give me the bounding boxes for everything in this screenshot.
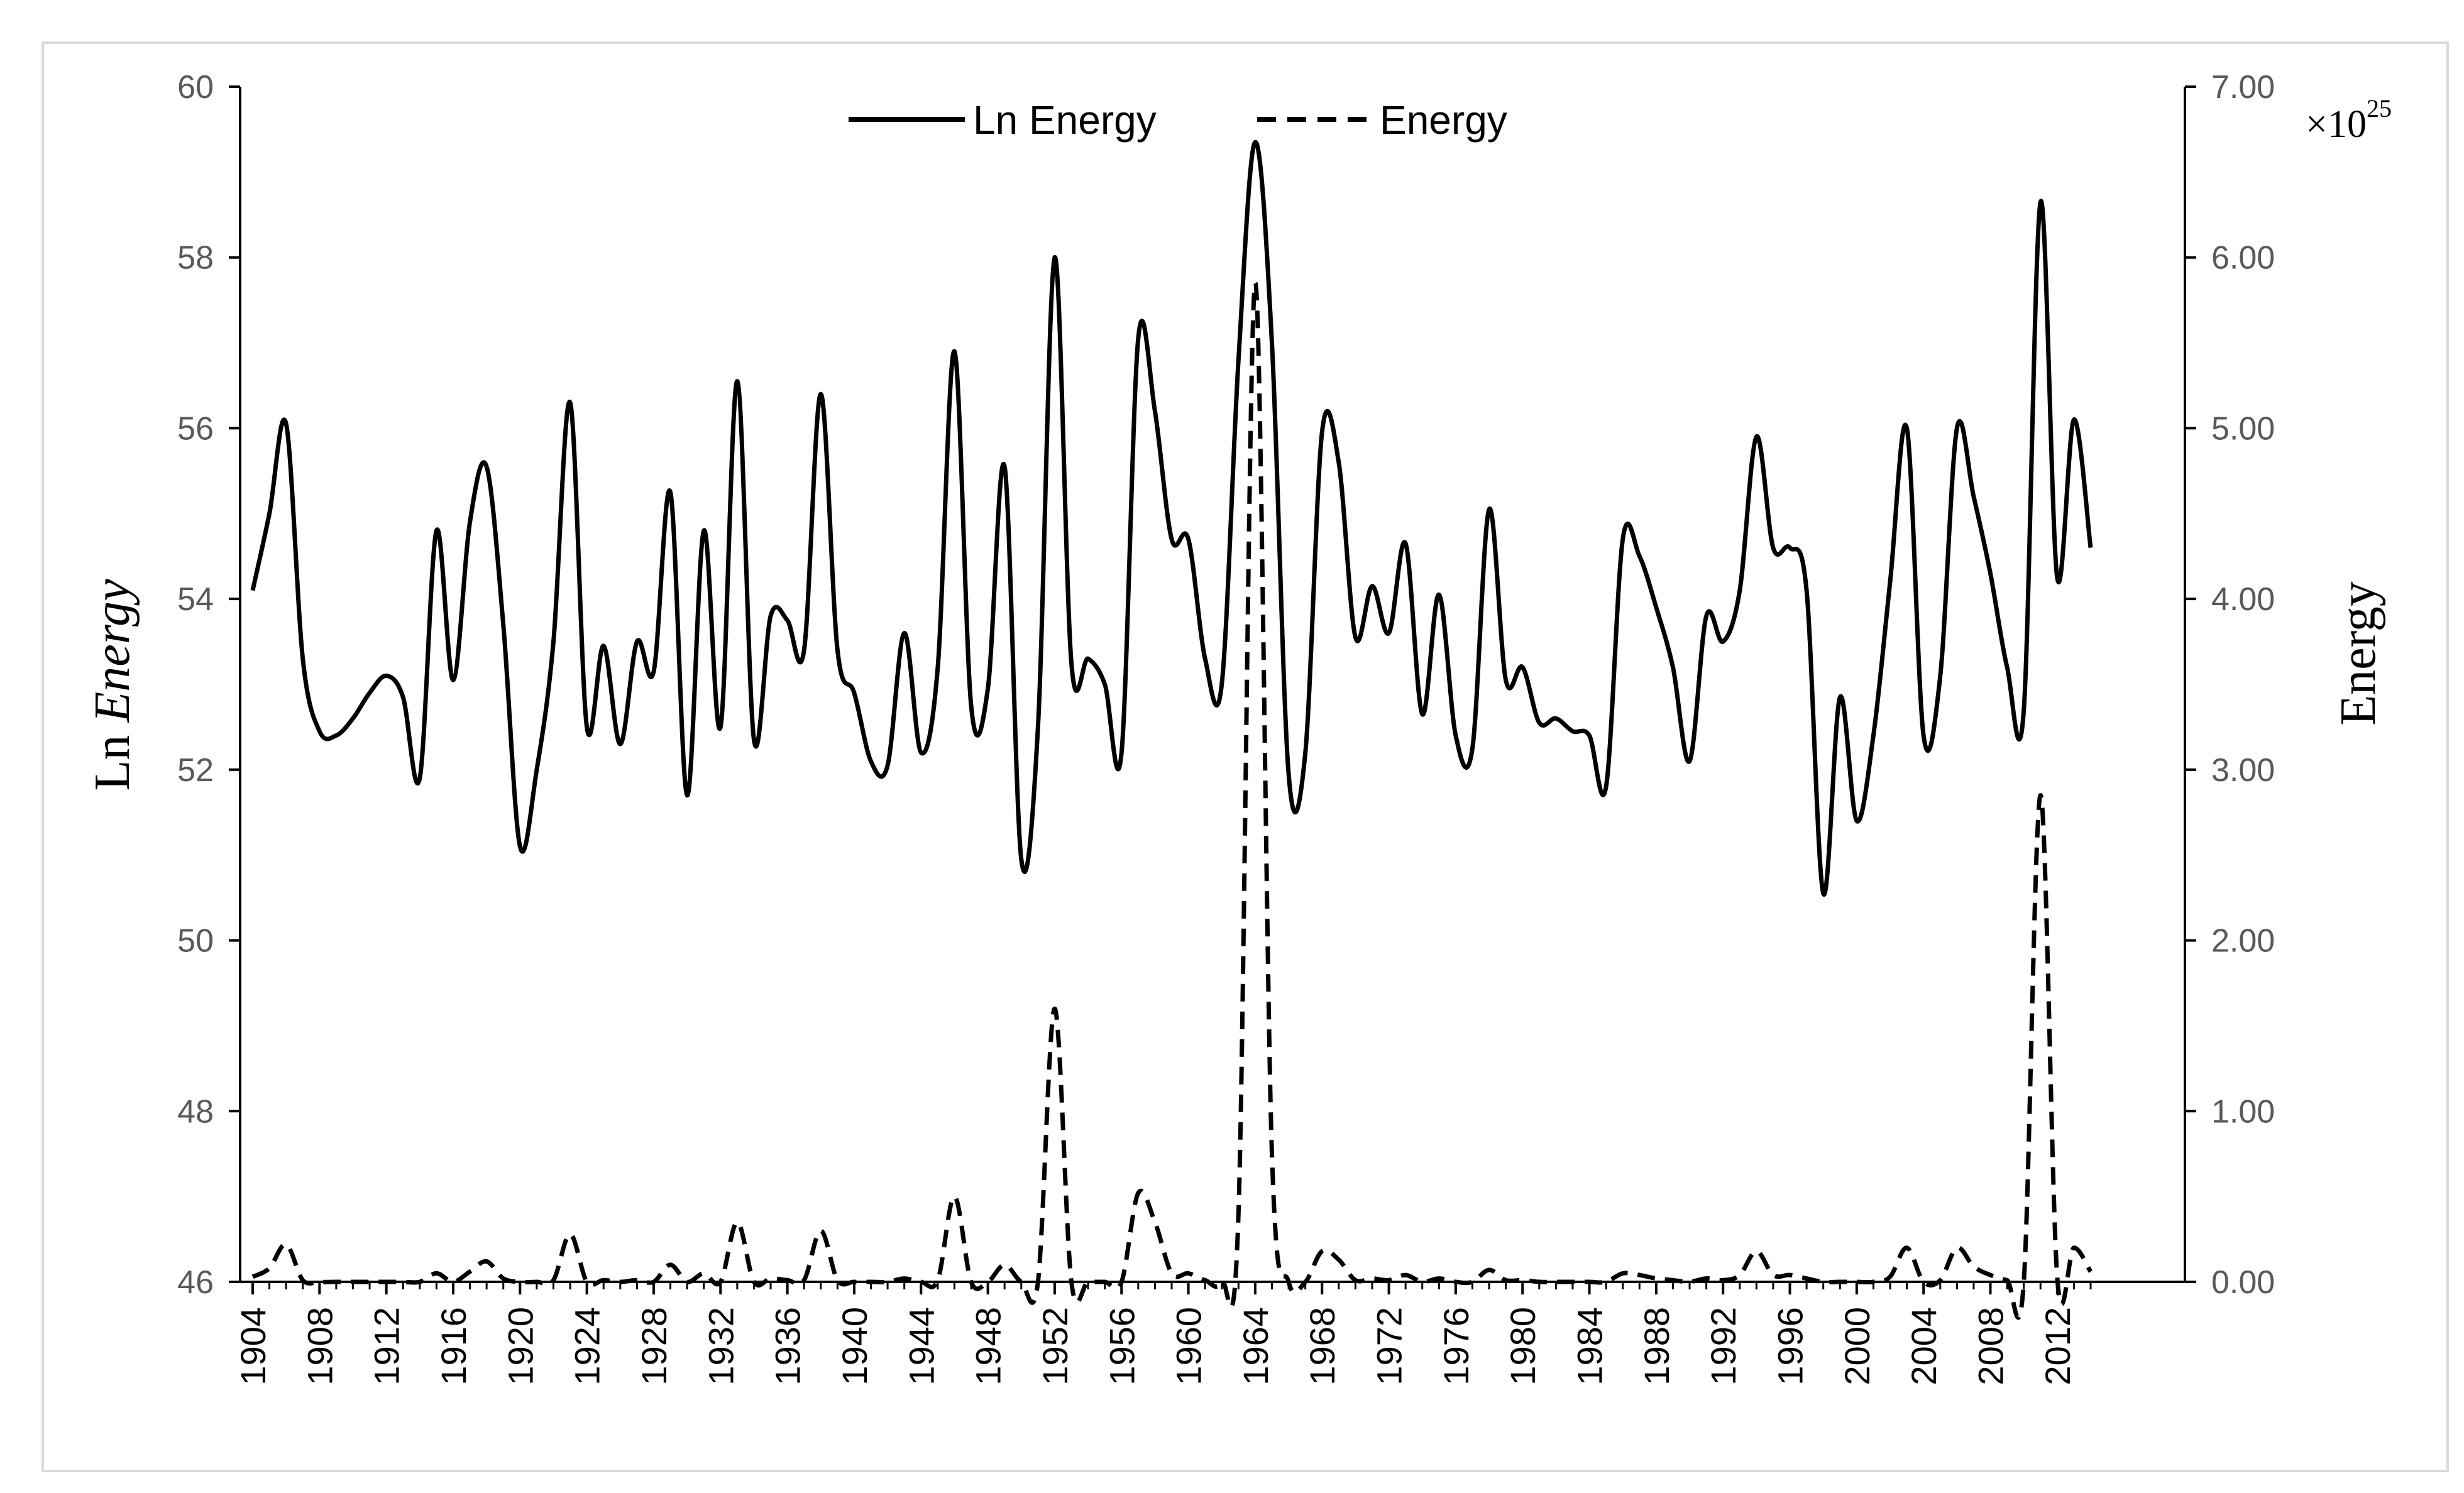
legend-label-energy: Energy: [1380, 97, 1507, 143]
axis-titles: Ln Energy Energy ×1025: [85, 94, 2392, 790]
right-tick-label-5: 5.00: [2211, 410, 2275, 447]
x-tick-label-2000: 2000: [1837, 1307, 1877, 1386]
left-tick-label-52: 52: [177, 752, 214, 789]
x-ticks-layer: 1904 1908 1912 1916 1920 1924 1928 1932 1936 1940…: [233, 1282, 2092, 1386]
x-tick-label-1904: 1904: [233, 1307, 273, 1386]
left-tick-label-58: 58: [177, 240, 214, 276]
x-tick-label-1920: 1920: [500, 1307, 540, 1386]
right-tick-label-2: 2.00: [2211, 923, 2275, 960]
x-tick-label-1960: 1960: [1169, 1307, 1209, 1386]
legend-entry-ln-energy: Ln Energy: [849, 97, 1157, 143]
left-axis-title-italic: Energy: [85, 579, 140, 723]
x-tick-label-1996: 1996: [1771, 1307, 1810, 1386]
x-tick-label-1968: 1968: [1302, 1307, 1342, 1386]
x-tick-label-1932: 1932: [701, 1307, 740, 1386]
x-tick-label-1980: 1980: [1503, 1307, 1543, 1386]
left-ticks-layer: 46 48 50 52 54 56 58 60: [177, 69, 240, 1301]
x-tick-label-1992: 1992: [1703, 1307, 1743, 1386]
right-tick-label-6: 6.00: [2211, 240, 2275, 276]
x-tick-label-1976: 1976: [1436, 1307, 1476, 1386]
x-tick-label-1964: 1964: [1236, 1307, 1275, 1386]
legend-label-ln-energy: Ln Energy: [973, 97, 1157, 143]
x-tick-label-1952: 1952: [1035, 1307, 1075, 1386]
multiplier-exponent: 25: [2367, 94, 2392, 123]
left-tick-label-46: 46: [177, 1264, 214, 1301]
x-tick-label-1984: 1984: [1570, 1307, 1610, 1386]
x-tick-label-1944: 1944: [901, 1307, 941, 1386]
legend-entry-energy: Energy: [1257, 97, 1507, 143]
right-axis-title: Energy: [2331, 581, 2386, 726]
right-tick-label-4: 4.00: [2211, 581, 2275, 618]
x-tick-label-1936: 1936: [768, 1307, 808, 1386]
x-tick-label-1916: 1916: [434, 1307, 473, 1386]
x-tick-label-1908: 1908: [300, 1307, 339, 1386]
series-line-energy: [251, 280, 2093, 1320]
right-ticks-layer: 0.00 1.00 2.00 3.00 4.00 5.00 6.00 7.00: [2185, 69, 2275, 1301]
x-tick-label-1972: 1972: [1370, 1307, 1409, 1386]
right-tick-label-7: 7.00: [2211, 69, 2275, 106]
x-tick-label-2004: 2004: [1904, 1307, 1944, 1386]
x-tick-label-1912: 1912: [367, 1307, 407, 1386]
x-tick-label-1924: 1924: [568, 1307, 607, 1386]
x-tick-label-1948: 1948: [969, 1307, 1008, 1386]
x-tick-label-1988: 1988: [1637, 1307, 1676, 1386]
x-tick-label-1928: 1928: [634, 1307, 674, 1386]
left-tick-label-56: 56: [177, 410, 214, 447]
x-tick-label-1940: 1940: [835, 1307, 874, 1386]
right-axis-multiplier: ×1025: [2306, 94, 2392, 146]
left-tick-label-48: 48: [177, 1093, 214, 1130]
x-tick-label-2012: 2012: [2038, 1307, 2077, 1386]
left-axis-title: Ln Energy: [85, 579, 140, 790]
legend: Ln Energy Energy: [849, 97, 1507, 143]
right-tick-label-1: 1.00: [2211, 1093, 2275, 1130]
left-tick-label-54: 54: [177, 581, 214, 618]
x-tick-label-1956: 1956: [1102, 1307, 1141, 1386]
x-tick-label-2008: 2008: [1971, 1307, 2011, 1386]
series-line-ln-energy: [250, 139, 2093, 897]
left-tick-label-60: 60: [177, 69, 214, 106]
left-tick-label-50: 50: [177, 923, 214, 960]
left-axis-title-prefix: Ln: [85, 723, 140, 791]
right-tick-label-3: 3.00: [2211, 752, 2275, 789]
right-tick-label-0: 0.00: [2211, 1264, 2275, 1301]
multiplier-base: ×10: [2306, 103, 2367, 146]
series-layer: [250, 139, 2093, 1320]
